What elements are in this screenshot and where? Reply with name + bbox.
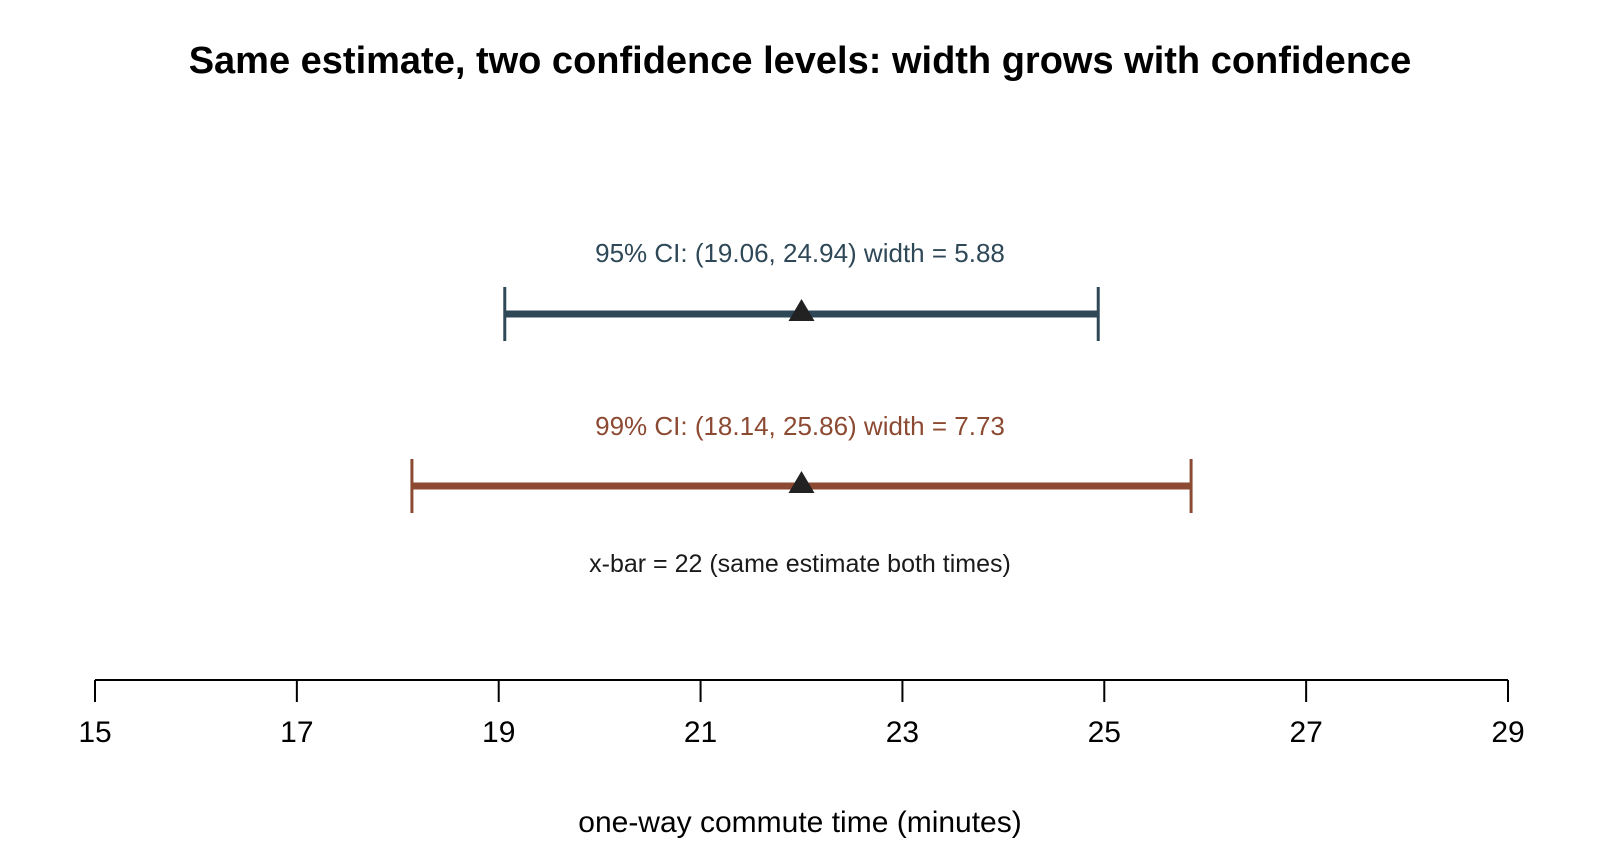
x-tick-label: 25 [1088,716,1121,749]
ci-99-bar [410,459,1193,513]
ci-95-label: 95% CI: (19.06, 24.94) width = 5.88 [595,238,1005,268]
x-tick-label: 23 [886,716,919,749]
estimate-note: x-bar = 22 (same estimate both times) [589,550,1011,578]
x-tick-label: 17 [280,716,313,749]
chart-title: Same estimate, two confidence levels: wi… [189,40,1412,82]
x-tick-label: 15 [78,716,111,749]
x-tick-label: 27 [1289,716,1322,749]
x-tick-label: 21 [684,716,717,749]
ci-95-estimate-point [788,299,815,321]
x-tick-label: 19 [482,716,515,749]
ci-99-label: 99% CI: (18.14, 25.86) width = 7.73 [595,411,1005,441]
x-tick-label: 29 [1491,716,1524,749]
x-axis-title: one-way commute time (minutes) [578,806,1021,839]
ci-95-bar [503,287,1100,341]
ci-99-estimate-point [788,471,815,493]
x-axis: 15 17 19 21 23 25 27 29 [78,679,1525,749]
